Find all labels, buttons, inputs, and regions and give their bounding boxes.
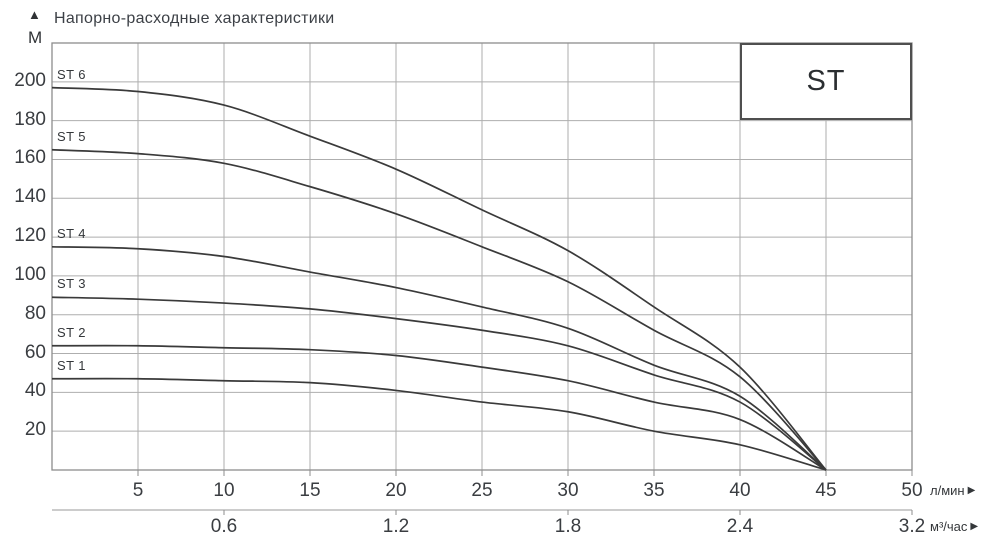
- curve-label-st4: ST 4: [57, 225, 86, 241]
- secondary-tick-label: 1.8: [554, 516, 582, 537]
- pump-curve-st2: [51, 344, 827, 471]
- y-axis-arrow-icon: ▲: [28, 7, 41, 22]
- secondary-axis-unit: м³/час ▶: [930, 519, 978, 534]
- x-tick-label: 5: [132, 480, 144, 501]
- y-tick-label: 20: [24, 419, 46, 441]
- secondary-tick-label: 1.2: [382, 516, 410, 537]
- series-family-badge: ST: [740, 43, 912, 120]
- x-tick-label: 50: [901, 480, 923, 501]
- y-tick-label: 180: [14, 108, 46, 130]
- pump-curve-st4: [51, 245, 827, 471]
- pump-curve-st3: [51, 296, 827, 471]
- y-tick-label: 100: [14, 263, 46, 285]
- right-arrow-icon: ▶: [970, 520, 979, 532]
- x-tick-label: 30: [557, 480, 579, 501]
- secondary-tick-label: 0.6: [210, 516, 238, 537]
- primary-axis-unit-text: л/мин: [930, 483, 965, 498]
- y-axis-unit-label: М: [28, 28, 43, 47]
- chart-title: Напорно-расходные характеристики: [54, 10, 335, 27]
- secondary-axis-unit-text: м³/час: [930, 519, 968, 534]
- right-arrow-icon: ▶: [967, 484, 976, 496]
- secondary-tick-label: 2.4: [726, 516, 754, 537]
- y-tick-label: 160: [14, 147, 46, 169]
- y-tick-label: 40: [24, 380, 46, 402]
- y-tick-label: 60: [24, 341, 46, 363]
- curve-label-st5: ST 5: [57, 128, 86, 144]
- x-tick-label: 15: [299, 480, 321, 501]
- pump-curve-st5: [51, 148, 827, 471]
- curve-label-st2: ST 2: [57, 324, 86, 340]
- secondary-tick-label: 3.2: [898, 516, 926, 537]
- curve-label-st6: ST 6: [57, 66, 86, 82]
- y-tick-label: 80: [24, 302, 46, 324]
- y-tick-label: 140: [14, 186, 46, 208]
- x-tick-label: 45: [815, 480, 837, 501]
- x-tick-label: 10: [213, 480, 235, 501]
- pump-curve-st1: [51, 377, 827, 471]
- y-tick-label: 200: [14, 69, 46, 91]
- curve-label-st1: ST 1: [57, 357, 86, 373]
- x-tick-label: 25: [471, 480, 493, 501]
- primary-axis-unit: л/мин ▶: [930, 483, 975, 498]
- y-tick-label: 120: [14, 225, 46, 247]
- curve-label-st3: ST 3: [57, 276, 86, 292]
- x-tick-label: 35: [643, 480, 665, 501]
- pump-curve-st6: [51, 86, 827, 471]
- x-tick-label: 20: [385, 480, 407, 501]
- x-tick-label: 40: [729, 480, 751, 501]
